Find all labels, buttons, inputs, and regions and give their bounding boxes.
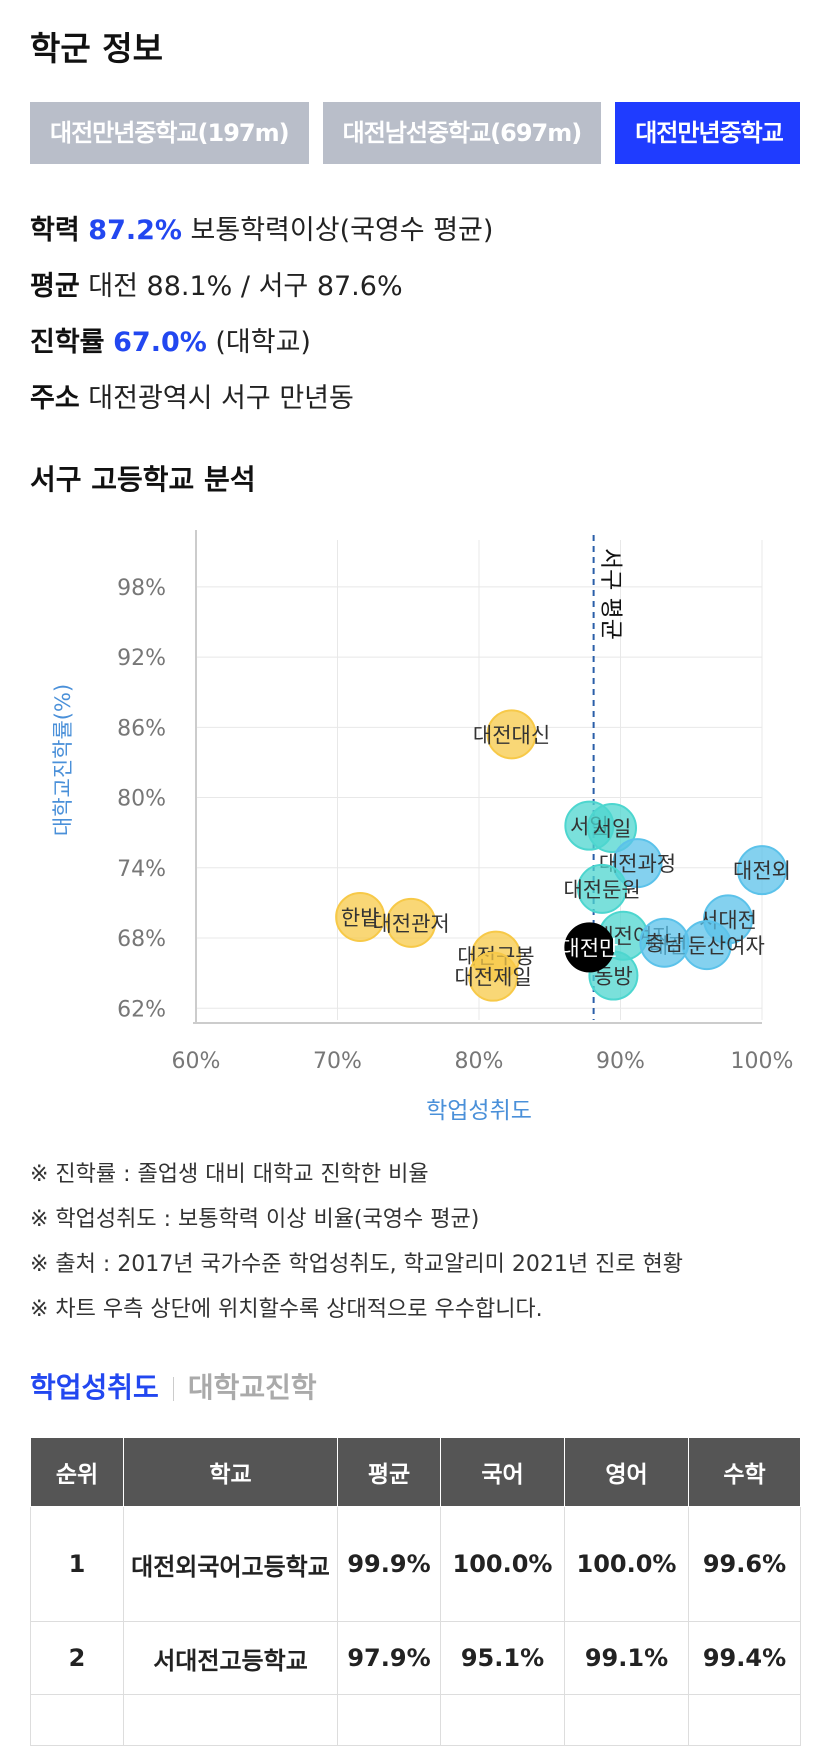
page-title: 학군 정보: [30, 29, 163, 68]
data-point-label: 충남: [645, 932, 684, 956]
y-tick-label: 62%: [117, 997, 166, 1022]
cell-average: 97.9%: [337, 1621, 441, 1695]
academic-value: 87.2%: [88, 215, 182, 246]
col-english: 영어: [564, 1437, 689, 1507]
advance-row: 진학률 67.0% (대학교): [30, 320, 311, 359]
cell-rank: 2: [30, 1621, 124, 1695]
note-1: ※ 진학률 : 졸업생 대비 대학교 진학한 비율: [30, 1162, 429, 1187]
data-point: [564, 922, 615, 973]
col-school: 학교: [123, 1437, 338, 1507]
x-axis-title: 학업성취도: [426, 1098, 532, 1124]
cell-empty: [688, 1694, 801, 1746]
x-tick-label: 80%: [455, 1049, 504, 1074]
table-row[interactable]: [30, 1694, 801, 1746]
cell-english: 100.0%: [564, 1506, 689, 1622]
table-header-row: 순위 학교 평균 국어 영어 수학: [30, 1437, 801, 1507]
address-key: 주소: [30, 383, 80, 414]
cell-math: 99.6%: [688, 1506, 801, 1622]
data-point-label: 대전둔원: [563, 878, 640, 902]
data-point-label: 한밭: [341, 906, 380, 930]
notes: ※ 진학률 : 졸업생 대비 대학교 진학한 비율 ※ 학업성취도 : 보통학력…: [30, 1152, 683, 1332]
x-tick-label: 90%: [596, 1049, 645, 1074]
school-tabs: 대전만년중학교(197m) 대전남선중학교(697m) 대전만년중학교: [30, 102, 800, 164]
ranking-subtabs: 학업성취도 대학교진학: [30, 1366, 317, 1406]
note-4: ※ 차트 우측 상단에 위치할수록 상대적으로 우수합니다.: [30, 1297, 543, 1322]
data-point: [468, 951, 519, 1002]
tab-academic[interactable]: 학업성취도: [30, 1371, 159, 1404]
data-point-label: 대전만: [560, 936, 618, 960]
cell-school: 서대전고등학교: [123, 1621, 338, 1695]
advance-value: 67.0%: [113, 327, 207, 358]
table-row[interactable]: 2 서대전고등학교 97.9% 95.1% 99.1% 99.4%: [30, 1621, 801, 1695]
y-tick-label: 80%: [117, 787, 166, 812]
data-point: [737, 845, 787, 896]
cell-average: 99.9%: [337, 1506, 441, 1622]
y-axis-title: 대학교진학률(%): [51, 684, 75, 836]
note-3: ※ 출처 : 2017년 국가수준 학업성취도, 학교알리미 2021년 진로 …: [30, 1252, 684, 1277]
advance-key: 진학률: [30, 327, 105, 358]
chart-section-title: 서구 고등학교 분석: [30, 463, 256, 496]
col-rank: 순위: [30, 1437, 124, 1507]
advance-desc: (대학교): [206, 327, 311, 358]
x-tick-label: 70%: [313, 1049, 362, 1074]
cell-school: 대전외국어고등학교: [123, 1506, 338, 1622]
y-tick-label: 86%: [117, 716, 166, 741]
academic-row: 학력 87.2% 보통학력이상(국영수 평균): [30, 208, 493, 247]
cell-empty: [30, 1694, 124, 1746]
data-point: [335, 891, 386, 942]
y-tick-label: 74%: [117, 857, 166, 882]
x-tick-label: 60%: [172, 1049, 221, 1074]
average-key: 평균: [30, 271, 80, 302]
data-point: [486, 709, 537, 760]
average-value: 대전 88.1% / 서구 87.6%: [79, 271, 403, 302]
cell-empty: [337, 1694, 441, 1746]
data-point-label: 대전외: [733, 859, 791, 883]
data-point: [577, 863, 628, 914]
col-korean: 국어: [440, 1437, 565, 1507]
school-tab-2[interactable]: 대전남선중학교(697m): [322, 102, 602, 164]
address-value: 대전광역시 서구 만년동: [79, 383, 354, 414]
data-point-label: 서일: [593, 817, 632, 841]
cell-rank: 1: [30, 1506, 124, 1622]
y-tick-label: 68%: [117, 927, 166, 952]
cell-korean: 100.0%: [440, 1506, 565, 1622]
academic-desc: 보통학력이상(국영수 평균): [181, 215, 494, 246]
y-tick-label: 98%: [117, 576, 166, 601]
academic-key: 학력: [30, 215, 80, 246]
cell-empty: [123, 1694, 338, 1746]
col-average: 평균: [337, 1437, 441, 1507]
cell-math: 99.4%: [688, 1621, 801, 1695]
data-point-label: 대전대신: [473, 723, 550, 747]
tab-university[interactable]: 대학교진학: [187, 1371, 317, 1404]
data-point: [587, 803, 638, 853]
data-point-label: 대전제일: [455, 966, 532, 990]
data-point: [386, 897, 437, 948]
cell-empty: [440, 1694, 565, 1746]
address-row: 주소 대전광역시 서구 만년동: [30, 376, 354, 415]
data-point: [639, 917, 690, 968]
scatter-chart: 62% 68% 74% 80% 86% 92% 98% 60% 70% 80% 90% 100% 학업성…: [51, 530, 794, 1124]
x-tick-label: 100%: [731, 1049, 794, 1074]
note-2: ※ 학업성취도 : 보통학력 이상 비율(국영수 평균): [30, 1207, 480, 1232]
school-tab-1[interactable]: 대전만년중학교(197m): [30, 102, 309, 164]
tab-divider: [172, 1377, 174, 1401]
cell-korean: 95.1%: [440, 1621, 565, 1695]
school-tab-3-active[interactable]: 대전만년중학교: [615, 102, 800, 164]
average-row: 평균 대전 88.1% / 서구 87.6%: [30, 264, 403, 303]
ranking-table: 순위 학교 평균 국어 영어 수학 1 대전외국어고등학교 99.9% 100.…: [30, 1437, 801, 1746]
cell-english: 99.1%: [564, 1621, 689, 1695]
table-row[interactable]: 1 대전외국어고등학교 99.9% 100.0% 100.0% 99.6%: [30, 1506, 801, 1622]
y-tick-label: 92%: [117, 646, 166, 671]
reference-line-label: 서구 평균: [598, 548, 624, 640]
col-math: 수학: [688, 1437, 801, 1507]
data-point-label: 대전관저: [372, 912, 449, 936]
cell-empty: [564, 1694, 689, 1746]
data-point: [612, 838, 663, 889]
